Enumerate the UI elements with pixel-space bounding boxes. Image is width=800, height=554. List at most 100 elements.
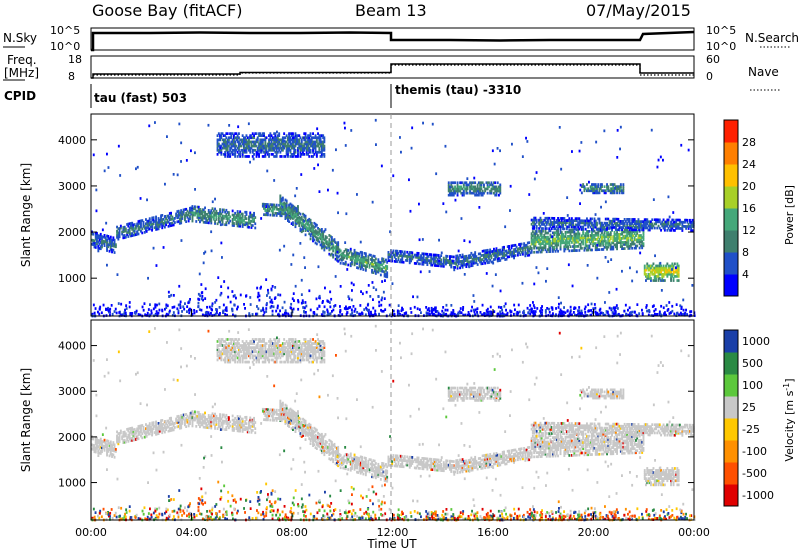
power-cell — [461, 255, 464, 259]
power-cell — [612, 224, 615, 227]
power-cell — [381, 296, 384, 300]
power-cell — [294, 225, 297, 229]
power-cell — [287, 219, 289, 222]
power-cell — [293, 299, 295, 302]
power-cell — [564, 247, 567, 251]
power-cell — [687, 148, 690, 152]
power-cell — [676, 264, 679, 268]
power-cell — [156, 225, 159, 229]
power-cell — [244, 138, 247, 142]
power-cell — [385, 264, 387, 268]
power-cell — [317, 227, 319, 230]
power-cell — [451, 187, 454, 191]
power-cell — [652, 266, 655, 270]
power-cell — [535, 225, 538, 228]
power-cell — [465, 254, 468, 258]
power-cell — [417, 256, 420, 259]
power-cell — [538, 240, 541, 243]
power-cell — [467, 260, 470, 264]
power-cell — [410, 311, 413, 314]
power-cell — [253, 211, 255, 215]
power-cell — [618, 235, 621, 238]
power-cell — [157, 217, 160, 220]
power-cell — [234, 132, 237, 135]
power-cell — [616, 243, 618, 247]
power-cell — [145, 226, 147, 230]
power-cell — [260, 138, 263, 142]
power-cell — [105, 221, 108, 225]
power-cell — [573, 232, 576, 236]
power-cell — [676, 272, 679, 276]
power-cell — [103, 244, 106, 247]
power-cell — [155, 221, 157, 225]
power-cell — [225, 132, 228, 135]
power-cell — [103, 242, 106, 245]
power-cell — [421, 256, 424, 260]
power-cell — [628, 222, 631, 225]
power-cell — [385, 275, 387, 278]
power-cell — [645, 268, 647, 272]
power-cell — [550, 223, 553, 226]
power-cell — [319, 237, 322, 241]
power-cell — [221, 223, 224, 226]
power-cell — [566, 196, 569, 199]
power-cell — [241, 153, 244, 156]
power-cell — [241, 212, 244, 216]
power-cell — [466, 183, 469, 187]
power-cell — [312, 235, 314, 239]
power-cell — [283, 205, 286, 209]
power-cell — [612, 239, 615, 243]
power-cell — [449, 263, 451, 267]
power-cell — [338, 248, 341, 252]
power-cell — [294, 215, 297, 218]
power-cell — [359, 240, 362, 244]
power-cell — [204, 212, 206, 216]
power-cell — [549, 235, 552, 239]
power-cell — [538, 246, 541, 250]
power-cell — [540, 218, 543, 222]
power-cell — [530, 236, 533, 240]
power-cell — [292, 213, 294, 216]
power-cell — [234, 146, 237, 150]
power-cell — [686, 218, 689, 222]
power-cell — [236, 214, 239, 217]
power-cell — [470, 185, 473, 189]
power-cell — [285, 203, 288, 207]
power-cell — [577, 230, 580, 234]
power-cell — [380, 303, 383, 307]
power-cell — [501, 311, 504, 315]
power-cell — [640, 234, 642, 237]
power-cell — [450, 265, 453, 269]
power-cell — [577, 228, 580, 232]
power-cell — [538, 230, 541, 233]
power-cell — [594, 310, 597, 314]
power-cell — [474, 261, 477, 265]
power-cell — [294, 206, 297, 210]
power-cell — [469, 187, 471, 191]
power-cell — [589, 242, 592, 246]
power-cell — [234, 216, 237, 219]
power-cell — [547, 231, 549, 235]
power-cell — [617, 220, 620, 223]
power-cell — [604, 200, 607, 204]
power-cell — [646, 222, 649, 226]
power-cell — [137, 232, 140, 236]
power-cell — [479, 185, 482, 189]
power-cell — [676, 227, 679, 230]
power-cell — [255, 132, 258, 135]
power-cell — [151, 218, 154, 222]
power-cell — [98, 307, 101, 311]
power-cell — [362, 255, 365, 259]
power-cell — [95, 188, 98, 192]
power-cell — [622, 183, 625, 186]
power-cell — [557, 229, 559, 232]
power-cell — [245, 294, 247, 298]
power-cell — [126, 231, 129, 235]
power-cell — [398, 260, 401, 264]
power-cell — [563, 237, 566, 240]
power-cell — [540, 242, 543, 245]
power-cell — [641, 246, 644, 250]
power-cell — [597, 231, 600, 235]
power-cell — [222, 146, 225, 150]
power-cell — [474, 255, 477, 259]
